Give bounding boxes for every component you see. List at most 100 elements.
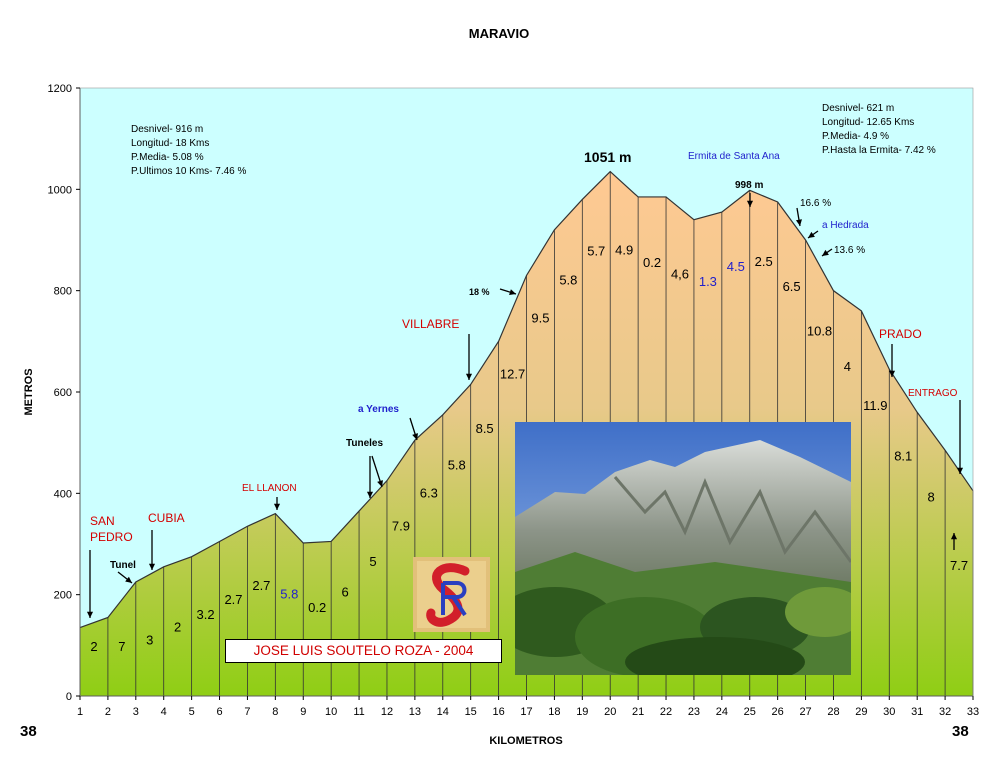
gradient-label-17: 5.8 — [559, 273, 577, 288]
gradient-label-8: 0.2 — [308, 600, 326, 615]
y-tick-label-200: 200 — [54, 590, 72, 602]
gradient-label-10: 5 — [369, 554, 376, 569]
gradient-label-4: 3.2 — [197, 607, 215, 622]
x-tick-label-1: 1 — [77, 706, 83, 718]
gradient-label-0: 2 — [90, 639, 97, 654]
tunel-arrow-head — [125, 576, 132, 583]
san-pedro-label-2: PEDRO — [90, 530, 133, 544]
gradient-label-22: 1.3 — [699, 274, 717, 289]
x-tick-label-13: 13 — [409, 706, 421, 718]
pct-18-arrow-head — [509, 289, 516, 296]
ermita-arrow-head — [746, 200, 754, 207]
x-tick-label-12: 12 — [381, 706, 393, 718]
x-tick-label-26: 26 — [772, 706, 784, 718]
summary-right-line-0: Desnivel- 621 m — [822, 103, 894, 114]
entrago-up-arrow-head — [950, 533, 958, 540]
gradient-label-31: 7.7 — [950, 558, 968, 573]
gradient-label-2: 3 — [146, 632, 153, 647]
summary-right-line-1: Longitud- 12.65 Kms — [822, 117, 914, 128]
y-axis-title: METROS — [23, 368, 35, 415]
tuneles-arrow-2-head — [377, 480, 383, 487]
pct-16-6-arrow-head — [795, 219, 802, 226]
x-tick-label-16: 16 — [492, 706, 504, 718]
x-tick-label-3: 3 — [133, 706, 139, 718]
gradient-label-29: 8.1 — [894, 449, 912, 464]
credit-box: JOSE LUIS SOUTELO ROZA - 2004 — [225, 639, 502, 663]
y-tick-label-1000: 1000 — [48, 184, 72, 196]
a-yernes-label: a Yernes — [358, 404, 399, 415]
chart-title: MARAVIO — [469, 26, 529, 41]
x-tick-label-8: 8 — [272, 706, 278, 718]
summary-left-line-0: Desnivel- 916 m — [131, 124, 203, 135]
gradient-label-23: 4.5 — [727, 259, 745, 274]
gradient-label-5: 2.7 — [224, 592, 242, 607]
summary-left-line-3: P.Ultimos 10 Kms- 7.46 % — [131, 166, 247, 177]
x-tick-label-29: 29 — [855, 706, 867, 718]
x-tick-label-31: 31 — [911, 706, 923, 718]
x-tick-label-19: 19 — [576, 706, 588, 718]
a-yernes-arrow-head — [412, 433, 418, 440]
cubia-arrow-head — [148, 563, 156, 570]
a-hedrada-label: a Hedrada — [822, 220, 869, 231]
x-tick-label-30: 30 — [883, 706, 895, 718]
sr-logo — [413, 557, 490, 632]
a-hedrada-arrow-head — [808, 231, 815, 238]
gradient-label-9: 6 — [341, 584, 348, 599]
x-tick-label-11: 11 — [353, 706, 364, 718]
x-tick-label-10: 10 — [325, 706, 337, 718]
gradient-label-25: 6.5 — [783, 279, 801, 294]
gradient-label-15: 12.7 — [500, 366, 525, 381]
x-tick-label-4: 4 — [161, 706, 167, 718]
x-tick-label-2: 2 — [105, 706, 111, 718]
san-pedro-arrow-head — [86, 611, 94, 618]
villabre-label: VILLABRE — [402, 317, 459, 331]
tuneles-label: Tuneles — [346, 438, 383, 449]
y-tick-label-800: 800 — [54, 286, 72, 298]
villabre-arrow-head — [465, 373, 473, 380]
tunel-label: Tunel — [110, 560, 136, 571]
pct-16-6-label: 16.6 % — [800, 198, 831, 209]
ermita-altitude-label: 998 m — [735, 180, 763, 191]
summary-left-line-2: P.Media- 5.08 % — [131, 152, 204, 163]
x-tick-label-33: 33 — [967, 706, 979, 718]
y-tick-label-600: 600 — [54, 387, 72, 399]
gradient-label-14: 8.5 — [476, 421, 494, 436]
gradient-label-16: 9.5 — [531, 311, 549, 326]
gradient-label-13: 5.8 — [448, 458, 466, 473]
x-tick-label-27: 27 — [799, 706, 811, 718]
y-tick-label-1200: 1200 — [48, 83, 72, 95]
y-tick-label-0: 0 — [66, 691, 72, 703]
prado-arrow-head — [888, 370, 896, 377]
y-tick-label-400: 400 — [54, 488, 72, 500]
x-tick-label-14: 14 — [437, 706, 449, 718]
x-tick-label-17: 17 — [520, 706, 532, 718]
gradient-label-24: 2.5 — [755, 254, 773, 269]
x-tick-label-6: 6 — [216, 706, 222, 718]
gradient-label-1: 7 — [118, 639, 125, 654]
cubia-label: CUBIA — [148, 511, 185, 525]
gradient-label-27: 4 — [844, 359, 851, 374]
tuneles-arrow-1-head — [366, 491, 374, 498]
gradient-label-26: 10.8 — [807, 323, 832, 338]
corner-number-left: 38 — [20, 723, 37, 740]
el-llanon-label: EL LLANON — [242, 483, 297, 494]
x-tick-label-21: 21 — [632, 706, 644, 718]
summary-left-line-1: Longitud- 18 Kms — [131, 138, 209, 149]
x-tick-label-20: 20 — [604, 706, 616, 718]
gradient-label-30: 8 — [928, 489, 935, 504]
x-tick-label-23: 23 — [688, 706, 700, 718]
entrago-arrow-head — [956, 467, 964, 474]
el-llanon-arrow-head — [273, 503, 281, 510]
gradient-label-7: 5.8 — [280, 586, 298, 601]
x-tick-label-18: 18 — [548, 706, 560, 718]
x-tick-label-28: 28 — [827, 706, 839, 718]
pct-13-6-arrow-head — [822, 249, 829, 256]
x-tick-label-15: 15 — [465, 706, 477, 718]
gradient-label-18: 5.7 — [587, 244, 605, 259]
prado-label: PRADO — [879, 327, 922, 341]
summary-right-line-3: P.Hasta la Ermita- 7.42 % — [822, 145, 936, 156]
x-tick-label-32: 32 — [939, 706, 951, 718]
x-tick-label-22: 22 — [660, 706, 672, 718]
x-tick-label-7: 7 — [244, 706, 250, 718]
gradient-label-19: 4.9 — [615, 242, 633, 257]
